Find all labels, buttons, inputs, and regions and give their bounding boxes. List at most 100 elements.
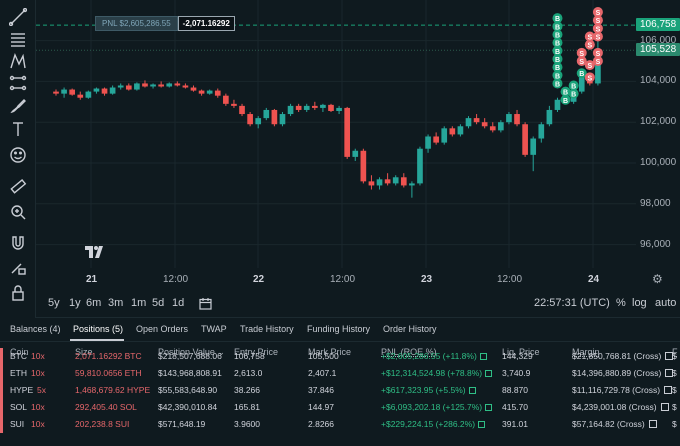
header-coin[interactable]: Coin — [10, 347, 29, 357]
edit-margin-icon[interactable] — [660, 403, 669, 411]
horizontal-lines-icon[interactable] — [6, 28, 30, 50]
coin-cell[interactable]: SOL — [10, 402, 28, 412]
buy-marker[interactable] — [552, 13, 563, 24]
buy-marker[interactable] — [576, 68, 587, 79]
tab-order-history[interactable]: Order History — [383, 324, 437, 334]
tab-positions[interactable]: Positions (5) — [73, 324, 124, 334]
header-position-value[interactable]: Position Value ⌄ — [158, 347, 225, 358]
table-row[interactable]: SUI 10x 202,238.8 SUI $571,648.19 3.9600 2.82… — [0, 416, 680, 433]
timeframe-1d[interactable]: 1d — [172, 297, 185, 309]
buy-marker[interactable] — [552, 78, 563, 89]
ruler-icon[interactable] — [6, 175, 30, 197]
table-row[interactable]: HYPE 5x 1,468,679.62 HYPE $55,583,648.90 38.… — [0, 382, 680, 399]
timeframe-5d[interactable]: 5d — [152, 297, 165, 309]
entry-value: 3.9600 — [234, 419, 260, 429]
timeframe-6m[interactable]: 6m — [86, 297, 102, 309]
table-row[interactable]: ETH 10x 59,810.0656 ETH $143,968,808.91 2,61… — [0, 365, 680, 382]
mark-value: 144.97 — [308, 402, 334, 412]
header-liq-price[interactable]: Liq. Price — [502, 347, 540, 357]
coin-cell[interactable]: BTC — [10, 351, 27, 361]
header-funding[interactable]: F — [672, 347, 678, 357]
buy-marker[interactable] — [552, 45, 563, 56]
timeframe-1m[interactable]: 1m — [131, 297, 147, 309]
buy-marker[interactable] — [560, 94, 571, 105]
sell-marker[interactable] — [592, 7, 603, 18]
buy-marker[interactable] — [560, 86, 571, 97]
header-margin[interactable]: Margin — [572, 347, 600, 357]
header-pnl[interactable]: PNL (ROE %) — [381, 347, 437, 357]
sell-marker[interactable] — [584, 72, 595, 83]
edit-margin-icon[interactable] — [664, 386, 673, 394]
buy-marker[interactable] — [552, 53, 563, 64]
sell-marker[interactable] — [584, 39, 595, 50]
share-pnl-icon[interactable] — [468, 387, 476, 394]
edit-margin-icon[interactable] — [648, 420, 657, 428]
sell-marker[interactable] — [592, 56, 603, 66]
magnet-icon[interactable] — [6, 232, 30, 254]
brush-icon[interactable] — [6, 95, 30, 117]
tab-balances[interactable]: Balances (4) — [10, 324, 61, 334]
tab-open-orders[interactable]: Open Orders — [136, 324, 189, 334]
lock-icon[interactable] — [6, 282, 30, 304]
liq-value: 88.870 — [502, 385, 528, 395]
share-pnl-icon[interactable] — [478, 421, 486, 428]
position-line-label[interactable]: PNL $2,605,286.55 -2,071.16292 — [95, 16, 235, 31]
sell-marker[interactable] — [592, 15, 603, 26]
sell-marker[interactable] — [592, 47, 603, 58]
edit-margin-icon[interactable] — [665, 369, 674, 377]
buy-marker[interactable] — [552, 21, 563, 32]
timeframe-3m[interactable]: 3m — [108, 297, 124, 309]
coin-cell[interactable]: SUI — [10, 419, 25, 429]
log-scale-toggle[interactable]: log — [632, 297, 647, 309]
buy-marker[interactable] — [552, 70, 563, 81]
trend-line-icon[interactable] — [6, 6, 30, 28]
table-row[interactable]: SOL 10x 292,405.40 SOL $42,390,010.84 165.81… — [0, 399, 680, 416]
edit-margin-icon[interactable] — [665, 352, 674, 360]
date-range-icon[interactable] — [199, 297, 212, 313]
timeframe-5y[interactable]: 5y — [48, 297, 60, 309]
candle — [190, 87, 197, 91]
coin-cell[interactable]: HYPE — [10, 385, 34, 395]
text-icon[interactable] — [6, 118, 30, 140]
share-pnl-icon[interactable] — [479, 353, 487, 360]
header-entry-price[interactable]: Entry Price — [234, 347, 279, 357]
sell-marker[interactable] — [576, 47, 587, 58]
chart-clock[interactable]: 22:57:31 (UTC) — [534, 297, 610, 309]
coin-cell[interactable]: ETH — [10, 368, 27, 378]
sell-marker[interactable] — [584, 31, 595, 42]
percent-scale-toggle[interactable]: % — [616, 297, 626, 309]
timeframe-1y[interactable]: 1y — [69, 297, 81, 309]
share-pnl-icon[interactable] — [485, 404, 493, 411]
chart-settings-gear-icon[interactable]: ⚙ — [652, 272, 663, 286]
path-icon[interactable] — [6, 72, 30, 94]
buy-marker[interactable] — [568, 88, 579, 99]
emoji-icon[interactable] — [6, 144, 30, 166]
active-tab-indicator — [70, 339, 124, 341]
tab-twap[interactable]: TWAP — [201, 324, 227, 334]
tab-trade-history[interactable]: Trade History — [240, 324, 294, 334]
buy-marker[interactable] — [552, 37, 563, 48]
pattern-icon[interactable] — [6, 50, 30, 72]
zoom-in-icon[interactable] — [6, 201, 30, 223]
auto-scale-toggle[interactable]: auto — [655, 297, 677, 309]
lock-drawing-icon[interactable] — [6, 256, 30, 278]
buy-marker[interactable] — [568, 80, 579, 91]
sell-marker[interactable] — [592, 31, 603, 42]
buy-marker[interactable] — [552, 29, 563, 40]
sell-marker[interactable] — [576, 56, 587, 66]
tradingview-logo-icon[interactable] — [84, 244, 104, 260]
sell-marker[interactable] — [592, 23, 603, 34]
marker-letter: S — [587, 43, 592, 50]
buy-marker[interactable] — [552, 62, 563, 73]
header-size[interactable]: Size — [75, 347, 93, 357]
tab-funding-history[interactable]: Funding History — [307, 324, 371, 334]
f-cell: $ — [672, 402, 677, 412]
share-pnl-icon[interactable] — [485, 370, 493, 377]
header-mark-price[interactable]: Mark Price — [308, 347, 352, 357]
sell-marker[interactable] — [584, 60, 595, 71]
entry-cell: 2,613.0 — [234, 368, 262, 378]
table-row[interactable]: BTC 10x 2,071.16292 BTC $218,507,688.06 106,… — [0, 348, 680, 365]
